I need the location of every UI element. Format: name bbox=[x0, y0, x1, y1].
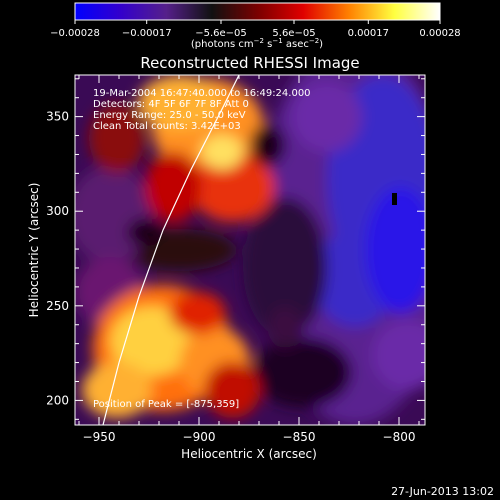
y-tick-label: 250 bbox=[46, 299, 69, 313]
annotation-peak-position: Position of Peak = [-875,359] bbox=[93, 399, 239, 410]
x-axis-label: Heliocentric X (arcsec) bbox=[181, 447, 317, 461]
footer-timestamp: 27-Jun-2013 13:02 bbox=[391, 485, 494, 498]
annotation-block: 19-Mar-2004 16:47:40.000 to 16:49:24.000… bbox=[93, 88, 311, 410]
colorbar-ticks: −0.00028 −0.00017 −5.6e−05 5.6e−05 0.00017 0.… bbox=[50, 20, 461, 39]
annotation-energy-range: Energy Range: 25.0 - 50.0 keV bbox=[93, 110, 246, 121]
annotation-clean-counts: Clean Total counts: 3.42E+03 bbox=[93, 121, 241, 132]
annotation-time-range: 19-Mar-2004 16:47:40.000 to 16:49:24.000 bbox=[93, 88, 311, 99]
colorbar-tick-label: −0.00028 bbox=[50, 28, 100, 39]
chart-title: Reconstructed RHESSI Image bbox=[140, 54, 359, 72]
y-axis-label: Heliocentric Y (arcsec) bbox=[27, 183, 41, 318]
dark-spot-marker bbox=[392, 193, 397, 205]
solar-limb-line bbox=[102, 75, 240, 425]
x-tick-label: −850 bbox=[283, 430, 316, 444]
x-axis: −950 −900 −850 −800 bbox=[78, 75, 420, 444]
colorbar-tick-label: 0.00017 bbox=[348, 28, 389, 39]
x-tick-label: −950 bbox=[83, 430, 116, 444]
colorbar-units: (photons cm−2 s−1 asec−2) bbox=[191, 37, 323, 50]
y-tick-label: 200 bbox=[46, 393, 69, 407]
heatmap bbox=[75, 75, 425, 425]
colorbar: −0.00028 −0.00017 −5.6e−05 5.6e−05 0.00017 0.… bbox=[50, 2, 461, 50]
plot-frame bbox=[74, 74, 426, 426]
y-axis: 200 250 300 350 bbox=[46, 78, 425, 420]
colorbar-tick-label: 0.00028 bbox=[419, 28, 460, 39]
y-tick-label: 350 bbox=[46, 110, 69, 124]
colorbar-gradient bbox=[74, 2, 441, 21]
y-tick-label: 300 bbox=[46, 204, 69, 218]
colorbar-tick-label: −0.00017 bbox=[122, 28, 172, 39]
colorbar-tick-label: −5.6e−05 bbox=[195, 28, 247, 39]
annotation-detectors: Detectors: 4F 5F 6F 7F 8F Att 0 bbox=[93, 99, 249, 110]
x-tick-label: −800 bbox=[383, 430, 416, 444]
colorbar-tick-label: 5.6e−05 bbox=[272, 28, 315, 39]
x-tick-label: −900 bbox=[183, 430, 216, 444]
